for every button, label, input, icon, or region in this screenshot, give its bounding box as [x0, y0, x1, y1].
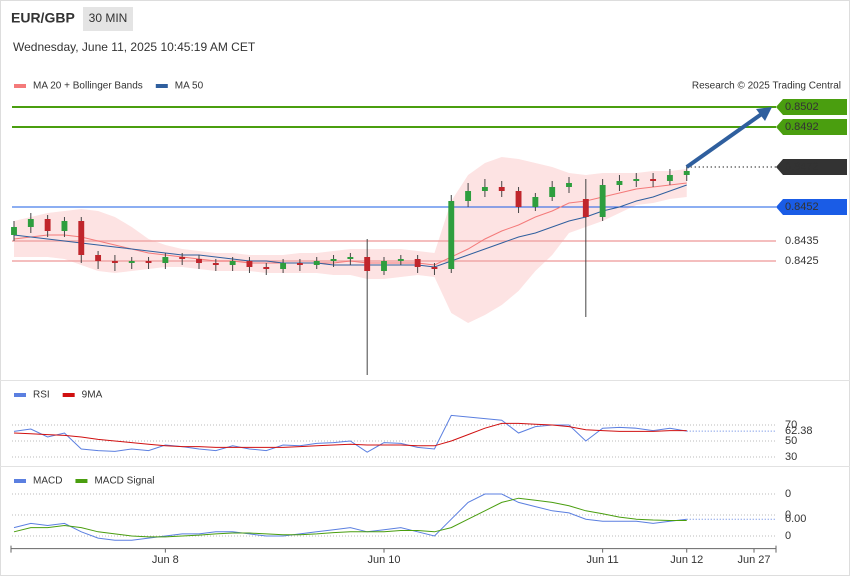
- candle-body: [549, 187, 556, 197]
- legend-label: MA 50: [175, 81, 204, 92]
- x-tick-label: Jun 12: [670, 554, 703, 566]
- indicator-line: [13, 422, 687, 448]
- x-tick-label: Jun 27: [737, 554, 770, 566]
- candle-body: [95, 255, 102, 261]
- level-label: 0.8435: [785, 235, 819, 247]
- indicator-line: [13, 414, 687, 453]
- forecast-arrow: [685, 111, 765, 169]
- candle-body: [616, 181, 623, 185]
- indicator-line: [13, 493, 687, 541]
- candle-body: [599, 185, 606, 217]
- legend-swatch: [14, 393, 26, 397]
- y-tick-label: 50: [785, 435, 797, 447]
- last-value-label: 62.38: [785, 425, 813, 437]
- legend-swatch: [155, 84, 168, 88]
- timeframe: 30 MIN: [89, 11, 128, 25]
- legend-swatch: [62, 393, 75, 397]
- candle-body: [280, 263, 287, 269]
- candle-body: [364, 257, 371, 271]
- candle-body: [263, 267, 270, 269]
- legend-label: MA 20 + Bollinger Bands: [33, 81, 143, 92]
- candle-body: [650, 179, 657, 181]
- level-label: 0.8472: [785, 161, 819, 173]
- level-label: 0.8502: [785, 101, 819, 113]
- legend-swatch: [14, 479, 26, 483]
- candle-body: [246, 261, 253, 267]
- y-tick-label: 70: [785, 419, 797, 431]
- x-tick-label: Jun 8: [152, 554, 179, 566]
- candle-body: [44, 219, 51, 231]
- candle-body: [414, 259, 421, 267]
- credit: Research © 2025 Trading Central: [692, 81, 841, 92]
- candle-body: [212, 263, 219, 265]
- legend-swatch: [14, 84, 26, 88]
- candle-body: [397, 259, 404, 261]
- candle-body: [633, 179, 640, 181]
- level-label: 0.8492: [785, 121, 819, 133]
- level-box: [776, 159, 847, 175]
- candle-body: [381, 261, 387, 271]
- candle-body: [162, 257, 169, 263]
- candle-body: [666, 175, 673, 181]
- candle-body: [582, 199, 589, 217]
- candle-body: [179, 257, 186, 259]
- timeframe-badge: [83, 7, 133, 31]
- y-tick-label: 0: [785, 488, 791, 500]
- level-box: [776, 99, 847, 115]
- candle-body: [532, 197, 539, 207]
- candle-body: [498, 187, 505, 191]
- y-tick-label: 0: [785, 530, 791, 542]
- candle-body: [27, 219, 34, 227]
- candle-body: [61, 221, 68, 231]
- legend-label: 9MA: [82, 390, 103, 401]
- candle-body: [145, 261, 152, 263]
- x-tick-label: Jun 11: [587, 554, 619, 566]
- legend-label: MACD Signal: [94, 476, 154, 487]
- legend-label: RSI: [33, 390, 50, 401]
- y-tick-label: 30: [785, 451, 797, 463]
- candle-body: [566, 183, 572, 187]
- candle-body: [347, 257, 354, 259]
- candle-body: [481, 187, 488, 191]
- candle-body: [448, 201, 455, 269]
- indicator-line: [13, 497, 687, 538]
- level-box: [776, 119, 847, 135]
- level-label: 0.8452: [785, 201, 819, 213]
- candle-body: [196, 259, 202, 263]
- candle-body: [78, 221, 85, 255]
- candle-body: [313, 261, 320, 265]
- candle-body: [431, 267, 438, 269]
- candle-body: [128, 261, 135, 263]
- y-tick-label: 0: [785, 509, 791, 521]
- subtitle: Wednesday, June 11, 2025 10:45:19 AM CET: [13, 40, 256, 54]
- candle-body: [296, 263, 303, 265]
- x-tick-label: Jun 10: [367, 554, 400, 566]
- candle-body: [111, 261, 118, 263]
- candle-body: [515, 191, 522, 207]
- last-value-label: 0.00: [785, 513, 806, 525]
- candle-body: [229, 261, 236, 265]
- legend-swatch: [75, 479, 88, 483]
- level-label: 0.8425: [785, 255, 819, 267]
- forecast-arrowhead: [756, 107, 772, 121]
- chart-title: EUR/GBP: [11, 10, 75, 26]
- candle-body: [330, 259, 337, 261]
- candle-body: [683, 171, 690, 175]
- candle-body: [11, 227, 17, 235]
- legend-label: MACD: [33, 476, 62, 487]
- candle-body: [465, 191, 472, 201]
- level-box: [776, 199, 847, 215]
